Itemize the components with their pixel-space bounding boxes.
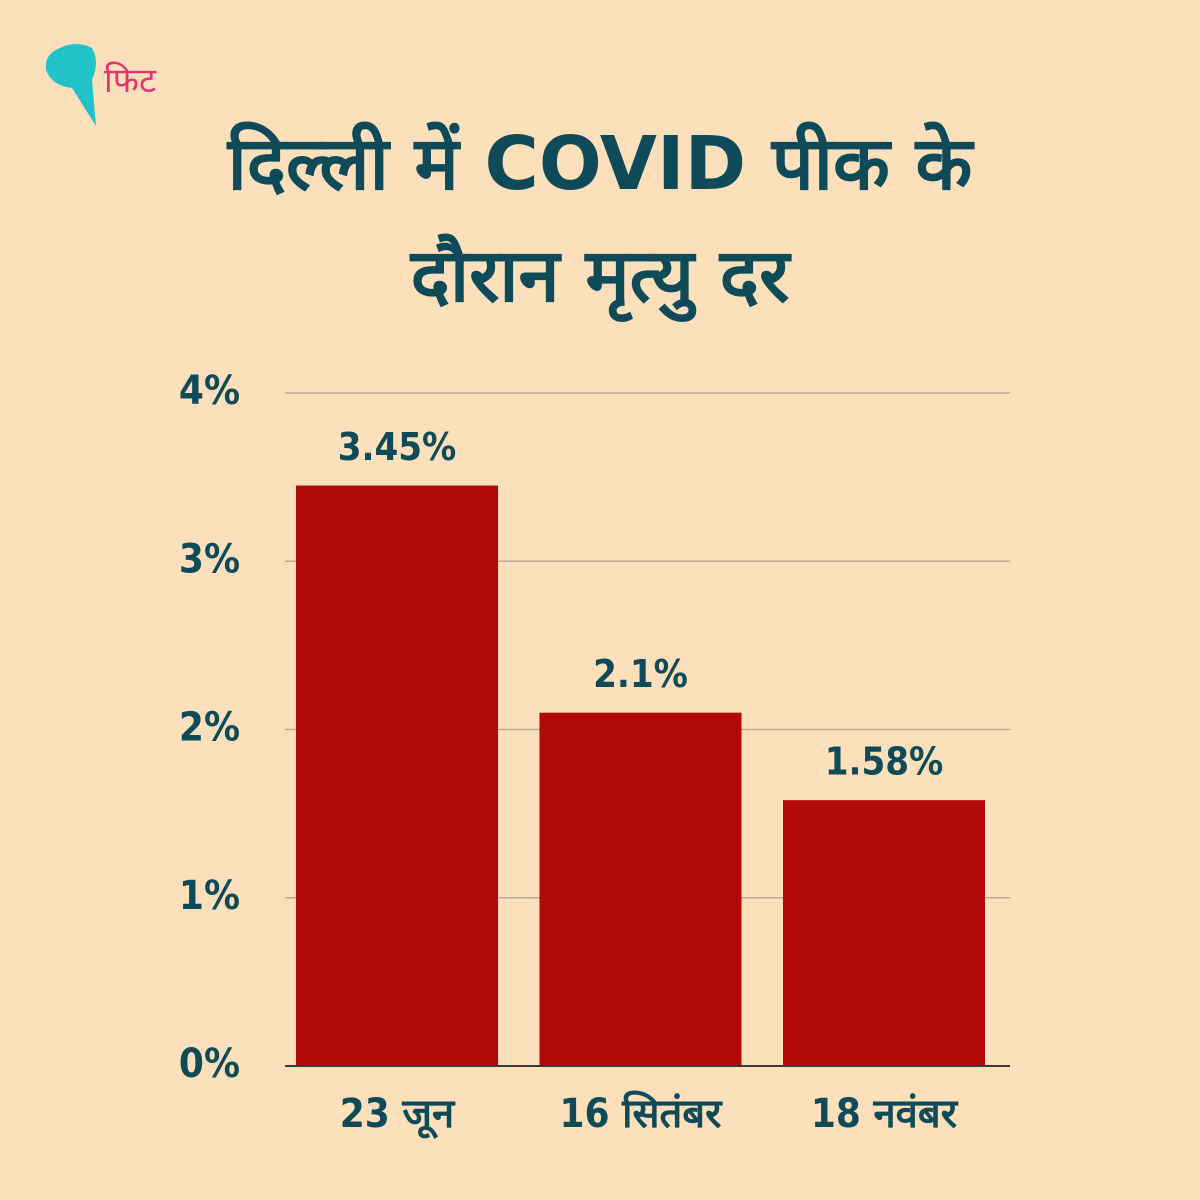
y-tick-label: 3%: [179, 536, 240, 582]
y-tick-label: 4%: [179, 368, 240, 414]
logo-icon: [45, 44, 96, 126]
value-label: 3.45%: [338, 425, 457, 469]
y-tick-label: 0%: [179, 1041, 240, 1087]
bar: [783, 800, 985, 1066]
x-tick-label: 18 नवंबर: [811, 1091, 959, 1137]
bar: [296, 485, 498, 1067]
chart-title: दिल्ली में COVID पीक के दौरान मृत्यु दर: [227, 121, 973, 319]
brand: फिट: [104, 61, 157, 101]
y-tick-label: 1%: [179, 873, 240, 919]
value-label: 2.1%: [593, 652, 688, 696]
bar: [539, 712, 742, 1066]
y-tick-label: 2%: [179, 705, 240, 751]
x-tick-label: 16 सितंबर: [560, 1090, 724, 1137]
x-tick-label: 23 जून: [340, 1091, 456, 1139]
value-label: 1.58%: [825, 740, 944, 784]
